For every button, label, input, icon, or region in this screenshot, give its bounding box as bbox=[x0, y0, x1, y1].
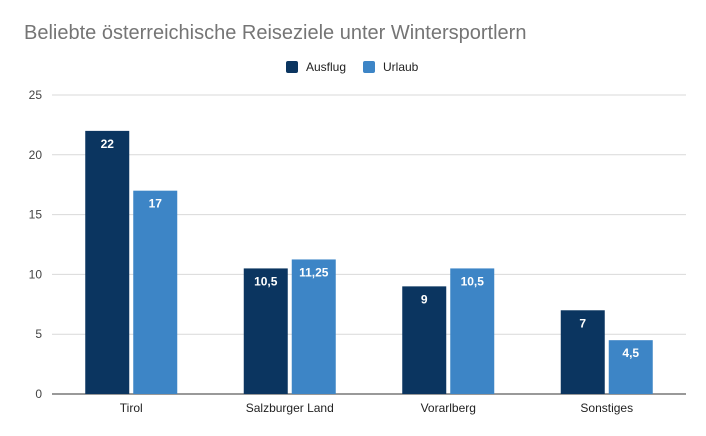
data-label: 10,5 bbox=[254, 274, 278, 288]
legend-item-urlaub: Urlaub bbox=[363, 60, 418, 74]
bar-urlaub bbox=[608, 340, 653, 394]
chart-title: Beliebte österreichische Reiseziele unte… bbox=[24, 22, 527, 44]
data-label: 22 bbox=[101, 137, 115, 151]
bar-ausflug bbox=[243, 268, 288, 394]
legend: Ausflug Urlaub bbox=[0, 60, 706, 78]
y-tick-label: 0 bbox=[35, 387, 42, 401]
y-tick-label: 25 bbox=[29, 88, 43, 102]
x-tick-label: Salzburger Land bbox=[246, 401, 334, 415]
legend-item-ausflug: Ausflug bbox=[286, 60, 346, 74]
data-label: 10,5 bbox=[461, 274, 485, 288]
bar-ausflug bbox=[85, 130, 130, 394]
data-label: 17 bbox=[149, 197, 163, 211]
bar-urlaub bbox=[450, 268, 495, 394]
bar-ausflug bbox=[560, 310, 605, 394]
x-tick-label: Vorarlberg bbox=[421, 401, 476, 415]
legend-label-ausflug: Ausflug bbox=[306, 60, 347, 74]
y-tick-label: 5 bbox=[35, 327, 42, 341]
legend-swatch-urlaub bbox=[363, 61, 375, 73]
y-tick-label: 10 bbox=[29, 267, 43, 281]
legend-swatch-ausflug bbox=[286, 61, 298, 73]
x-tick-label: Tirol bbox=[120, 401, 143, 415]
data-label: 7 bbox=[579, 316, 586, 330]
data-label: 4,5 bbox=[622, 346, 639, 360]
y-tick-label: 20 bbox=[29, 148, 43, 162]
bar-urlaub bbox=[291, 259, 336, 394]
data-label: 11,25 bbox=[299, 265, 329, 279]
legend-label-urlaub: Urlaub bbox=[383, 60, 419, 74]
bar-ausflug bbox=[402, 286, 447, 394]
y-tick-label: 15 bbox=[29, 208, 43, 222]
x-tick-label: Sonstiges bbox=[580, 401, 633, 415]
bar-urlaub bbox=[133, 190, 178, 394]
data-label: 9 bbox=[421, 292, 428, 306]
